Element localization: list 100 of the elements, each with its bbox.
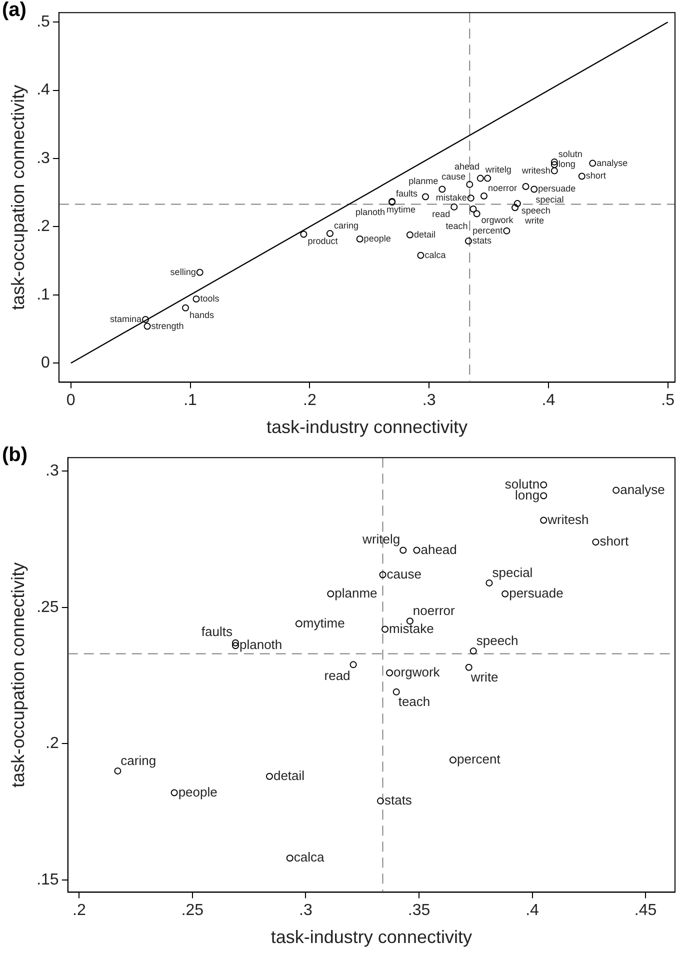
data-label: mytime [386, 204, 416, 215]
point [473, 210, 480, 218]
point [592, 538, 600, 546]
point [300, 230, 308, 238]
data-label: read [324, 668, 350, 683]
y-tick-label: .3 [36, 150, 50, 167]
data-label: stats [472, 236, 492, 246]
data-label: speech [521, 206, 550, 216]
data-label: percent [456, 752, 501, 767]
x-axis-title: task-industry connectivity [270, 927, 472, 948]
point [406, 231, 414, 238]
data-label: mistake [436, 192, 467, 203]
data-label: people [364, 233, 391, 244]
point [476, 174, 484, 182]
data-label: short [600, 534, 629, 549]
data-label: mytime [302, 615, 345, 630]
data-label: stamina [110, 314, 142, 324]
chart-title: (b) [2, 444, 28, 466]
point [327, 590, 334, 598]
x-tick-label: .35 [408, 902, 430, 920]
data-label: caring [120, 753, 156, 768]
point [522, 182, 530, 190]
point [540, 492, 548, 500]
point [295, 620, 302, 628]
data-label: writelg [484, 164, 512, 174]
point [467, 194, 474, 202]
y-tick-label: .25 [36, 598, 59, 616]
data-label: planoth [239, 637, 282, 652]
data-label: detail [273, 768, 305, 783]
data-label: solutn [504, 476, 540, 492]
data-label: planme [408, 176, 438, 186]
data-label: analyse [596, 158, 628, 168]
point [114, 767, 122, 774]
data-label: noerror [488, 183, 517, 194]
y-tick-label: .3 [46, 462, 59, 480]
data-label: persuade [538, 184, 576, 194]
data-label: noerror [412, 603, 456, 618]
data-label: cause [386, 566, 422, 582]
point [578, 172, 586, 180]
y-axis-title: task-occupation connectivity [8, 84, 28, 310]
x-tick-label: .2 [302, 392, 316, 410]
point [464, 238, 472, 245]
point [530, 186, 538, 193]
point [266, 772, 273, 780]
point [540, 516, 548, 524]
data-label: orgwork [481, 214, 514, 225]
data-label: tools [200, 293, 220, 304]
data-label: strength [151, 320, 184, 331]
data-label: long [558, 159, 576, 170]
data-label: analyse [620, 482, 665, 497]
point [379, 571, 386, 578]
y-tick-label: .5 [36, 14, 50, 31]
point [612, 486, 620, 494]
point [422, 193, 429, 200]
chart-title: (a) [2, 0, 26, 22]
point [589, 160, 596, 167]
data-label: special [492, 565, 533, 580]
data-label: special [536, 194, 564, 204]
x-axis-title: task-industry connectivity [266, 417, 468, 438]
point [144, 322, 151, 330]
point [512, 204, 519, 212]
point [192, 296, 200, 303]
data-label: faults [396, 188, 418, 198]
point [550, 167, 558, 174]
point [417, 252, 424, 259]
data-label: mistake [389, 620, 434, 636]
point [484, 174, 492, 182]
data-label: writelg [362, 531, 400, 546]
x-tick-label: .45 [634, 902, 657, 920]
data-label: ahead [420, 542, 457, 557]
point [540, 481, 548, 488]
data-label: cause [442, 171, 466, 182]
data-label: caring [334, 220, 358, 231]
data-label: planme [334, 585, 378, 600]
data-label: detail [414, 229, 436, 240]
point [466, 180, 474, 188]
data-label: persuade [509, 585, 564, 600]
point [142, 316, 149, 323]
point [350, 661, 357, 668]
y-tick-label: .1 [36, 286, 50, 304]
point [386, 669, 394, 676]
point [326, 230, 334, 238]
point [413, 546, 420, 554]
y-tick-label: .2 [36, 218, 50, 236]
data-label: people [178, 784, 218, 800]
data-label: write [470, 669, 498, 684]
data-label: product [308, 236, 338, 246]
data-label: short [586, 170, 606, 181]
x-tick-label: .4 [526, 902, 540, 920]
data-label: write [524, 216, 544, 226]
data-label: solutn [558, 148, 582, 159]
point [438, 186, 446, 193]
data-label: teach [446, 220, 468, 231]
point [286, 854, 294, 862]
point [470, 648, 477, 655]
data-label: calca [424, 250, 446, 260]
x-tick-label: .5 [661, 392, 675, 410]
x-tick-label: .2 [72, 902, 86, 920]
point [170, 789, 178, 796]
point [514, 200, 521, 208]
